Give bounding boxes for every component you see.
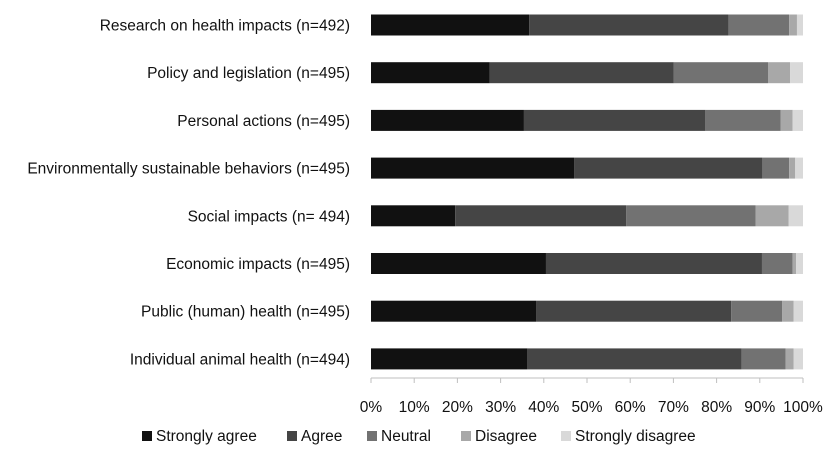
bar-segment xyxy=(780,109,793,131)
x-tick-label: 100% xyxy=(783,399,823,416)
bar-segment xyxy=(371,253,546,274)
bar-segment xyxy=(790,62,803,84)
bar-segment xyxy=(792,109,803,131)
bar-segment xyxy=(741,348,786,370)
bar-segment xyxy=(626,205,756,227)
bar-segment xyxy=(728,14,790,36)
legend-swatch xyxy=(367,431,377,441)
bar-segment xyxy=(574,157,763,179)
category-label: Policy and legislation (n=495) xyxy=(147,65,350,82)
x-tick-label: 0% xyxy=(360,399,383,416)
bar-segment xyxy=(489,62,674,84)
bar-segment xyxy=(371,348,528,370)
bar-segment xyxy=(762,157,790,179)
bar-segment xyxy=(371,205,456,227)
bar-segment xyxy=(793,300,803,322)
bar-segment xyxy=(523,109,706,131)
x-tick-label: 90% xyxy=(744,399,775,416)
legend: Strongly agree Agree Neutral Disagree Strong… xyxy=(142,428,696,445)
bar-segment xyxy=(768,62,791,84)
x-tick-label: 10% xyxy=(399,399,430,416)
bar-segment xyxy=(527,348,742,370)
bar-segment xyxy=(371,109,524,131)
legend-label: Agree xyxy=(301,428,342,445)
category-label: Social impacts (n= 494) xyxy=(188,208,350,225)
legend-swatch xyxy=(142,431,152,441)
x-tick-label: 30% xyxy=(485,399,516,416)
x-tick-label: 40% xyxy=(528,399,559,416)
category-label: Public (human) health (n=495) xyxy=(141,304,350,321)
bar-segment xyxy=(705,109,781,131)
category-label: Economic impacts (n=495) xyxy=(166,256,350,273)
legend-label: Disagree xyxy=(475,428,537,445)
bar-segment xyxy=(371,300,537,322)
bar-segment xyxy=(455,205,627,227)
category-label: Individual animal health (n=494) xyxy=(130,351,350,368)
bars-group xyxy=(371,14,803,370)
bar-segment xyxy=(731,300,783,322)
bar-segment xyxy=(371,157,575,179)
legend-label: Neutral xyxy=(381,428,431,445)
x-tick-label: 20% xyxy=(442,399,473,416)
x-axis: 0% 10% 20% 30% 40% 50% 60% 70% 80% 90% 100% xyxy=(360,377,823,416)
category-label: Environmentally sustainable behaviors (n… xyxy=(27,161,350,178)
x-tick-label: 60% xyxy=(615,399,646,416)
x-tick-label: 70% xyxy=(658,399,689,416)
bar-segment xyxy=(761,253,793,274)
bar-segment xyxy=(789,157,796,179)
legend-swatch xyxy=(461,431,471,441)
category-labels: Research on health impacts (n=492) Policy… xyxy=(27,18,350,369)
bar-segment xyxy=(529,14,729,36)
bar-segment xyxy=(789,14,797,36)
bar-segment xyxy=(536,300,732,322)
legend-label: Strongly agree xyxy=(156,428,257,445)
bar-segment xyxy=(793,348,803,370)
bar-segment xyxy=(788,205,803,227)
bar-segment xyxy=(755,205,789,227)
category-label: Research on health impacts (n=492) xyxy=(100,18,350,35)
bar-segment xyxy=(792,253,797,274)
bar-segment xyxy=(785,348,794,370)
bar-segment xyxy=(796,14,803,36)
x-tick-label: 50% xyxy=(571,399,602,416)
bar-segment xyxy=(371,14,530,36)
legend-swatch xyxy=(287,431,297,441)
bar-segment xyxy=(545,253,762,274)
x-tick-label: 80% xyxy=(701,399,732,416)
bar-segment xyxy=(371,62,490,84)
bar-segment xyxy=(782,300,794,322)
bar-segment xyxy=(796,253,803,274)
category-label: Personal actions (n=495) xyxy=(177,113,350,130)
bar-segment xyxy=(673,62,769,84)
legend-swatch xyxy=(561,431,571,441)
bar-segment xyxy=(795,157,803,179)
legend-label: Strongly disagree xyxy=(575,428,696,445)
